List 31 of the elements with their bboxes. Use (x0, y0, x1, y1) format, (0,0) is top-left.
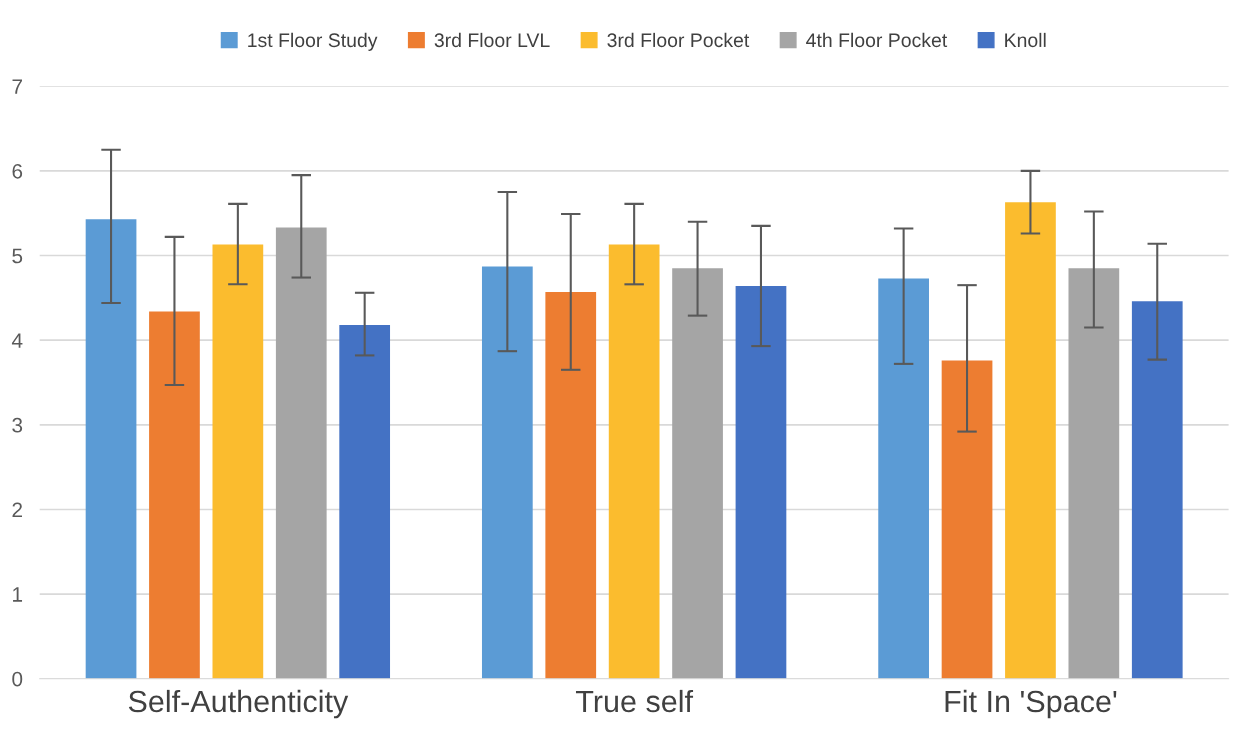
bar (149, 311, 200, 679)
x-tick-label: Fit In 'Space' (945, 689, 1117, 719)
bar (1068, 268, 1120, 679)
y-tick-label: 3 (12, 417, 23, 433)
bar (339, 324, 391, 679)
bar (212, 244, 264, 679)
bar (545, 291, 597, 679)
bar (481, 266, 533, 679)
y-tick-label: 1 (13, 587, 23, 602)
bar (672, 268, 723, 679)
bar (735, 286, 787, 679)
bar (85, 219, 137, 679)
x-tick-label: Self-Authenticity (128, 689, 349, 719)
legend-label: 4th Floor Pocket (806, 32, 948, 48)
bar (1131, 301, 1183, 679)
y-tick-label: 4 (11, 333, 23, 348)
bar (878, 278, 929, 679)
x-tick-label: True self (575, 689, 694, 713)
legend-label: 3rd Floor Pocket (607, 32, 750, 48)
legend-label: 1st Floor Study (248, 32, 378, 51)
legend-label: Knoll (1005, 32, 1046, 48)
bar (275, 227, 327, 679)
y-tick-label: 2 (12, 502, 22, 518)
y-tick-label: 0 (12, 671, 23, 687)
legend-label: 3rd Floor LVL (434, 32, 550, 48)
y-tick-label: 5 (12, 248, 23, 264)
y-tick-label: 7 (12, 79, 22, 94)
y-tick-label: 6 (12, 163, 23, 179)
bar (1005, 202, 1056, 679)
bar (608, 244, 660, 679)
bar (941, 360, 993, 679)
